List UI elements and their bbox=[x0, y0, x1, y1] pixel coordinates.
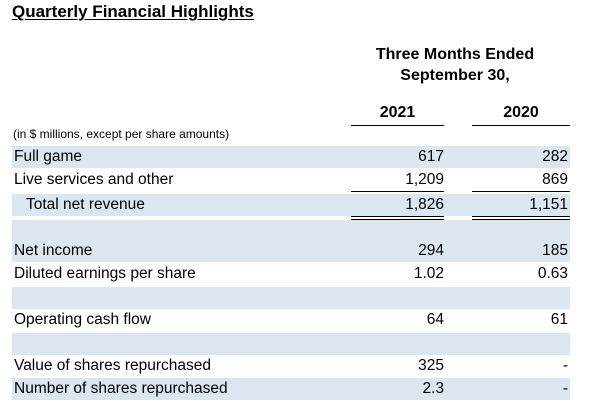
value-2020: 1,151 bbox=[529, 196, 568, 213]
table-row-operating-cash-flow: Operating cash flow 64 61 bbox=[12, 309, 570, 331]
units-note: (in $ millions, except per share amounts… bbox=[13, 127, 230, 141]
row-label: Total net revenue bbox=[26, 196, 145, 213]
row-label: Number of shares repurchased bbox=[14, 380, 228, 397]
value-2020: 185 bbox=[542, 242, 568, 259]
value-2020: - bbox=[562, 380, 568, 397]
subtotal-underline-2021 bbox=[351, 191, 444, 192]
page-title: Quarterly Financial Highlights bbox=[12, 2, 254, 21]
period-header-line2: September 30, bbox=[400, 67, 510, 84]
table-row-total-net-revenue: Total net revenue 1,826 1,151 bbox=[12, 194, 570, 216]
value-2020: 0.63 bbox=[537, 265, 568, 282]
row-label: Operating cash flow bbox=[14, 311, 151, 328]
subtotal-underline-2020 bbox=[472, 191, 570, 192]
row-label: Net income bbox=[14, 242, 93, 259]
table-row-diluted-eps: Diluted earnings per share 1.02 0.63 bbox=[12, 263, 570, 285]
value-2020: 282 bbox=[542, 148, 568, 165]
period-header-line1: Three Months Ended bbox=[375, 46, 535, 63]
total-double-underline-2020 bbox=[472, 216, 570, 220]
spacer-row bbox=[12, 287, 570, 309]
total-double-underline-2021 bbox=[351, 216, 444, 220]
row-label: Diluted earnings per share bbox=[14, 265, 196, 282]
spacer-row bbox=[12, 220, 570, 240]
row-label: Live services and other bbox=[14, 171, 174, 188]
row-label: Value of shares repurchased bbox=[14, 357, 212, 374]
value-2021: 1,826 bbox=[405, 196, 444, 213]
row-label: Full game bbox=[14, 148, 83, 165]
year-header-2020: 2020 bbox=[472, 103, 570, 126]
value-2021: 1.02 bbox=[413, 265, 444, 282]
table-row-value-shares-repurchased: Value of shares repurchased 325 - bbox=[12, 355, 570, 377]
value-2021: 617 bbox=[418, 148, 444, 165]
value-2021: 2.3 bbox=[422, 380, 444, 397]
value-2020: 869 bbox=[542, 171, 568, 188]
year-header-2021: 2021 bbox=[351, 103, 444, 126]
value-2021: 325 bbox=[418, 357, 444, 374]
spacer-row bbox=[12, 333, 570, 355]
value-2021: 64 bbox=[426, 311, 444, 328]
value-2020: 61 bbox=[550, 311, 568, 328]
table-row-full-game: Full game 617 282 bbox=[12, 146, 570, 168]
value-2021: 1,209 bbox=[405, 171, 444, 188]
value-2020: - bbox=[562, 357, 568, 374]
table-row-net-income: Net income 294 185 bbox=[12, 240, 570, 262]
value-2021: 294 bbox=[418, 242, 444, 259]
table-row-number-shares-repurchased: Number of shares repurchased 2.3 - bbox=[12, 378, 570, 400]
table-row-live-services: Live services and other 1,209 869 bbox=[12, 169, 570, 191]
